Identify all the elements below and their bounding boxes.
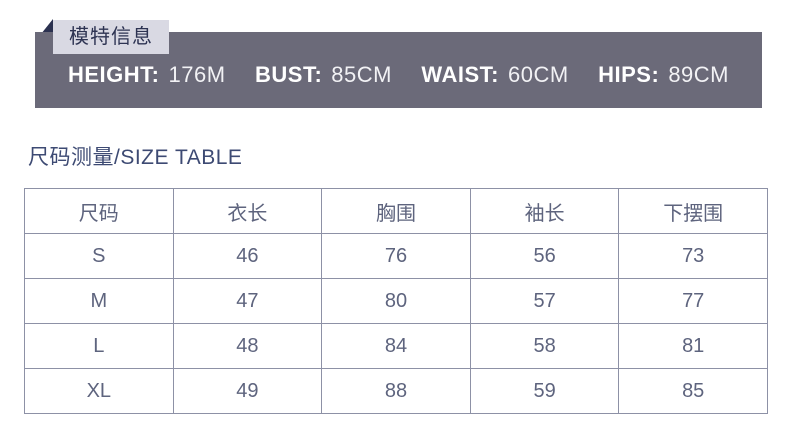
size-table-title: 尺码测量/SIZE TABLE (28, 146, 243, 169)
table-cell: 88 (321, 368, 471, 414)
stat-waist: WAIST: 60CM (421, 52, 568, 88)
table-cell: 85 (618, 368, 768, 414)
table-cell: 81 (618, 323, 768, 369)
stat-hips-label: HIPS: (598, 62, 660, 87)
table-cell: 48 (172, 323, 323, 369)
table-cell: 73 (618, 233, 768, 279)
table-cell: 84 (321, 323, 471, 369)
table-cell: S (24, 233, 174, 279)
table-cell: M (24, 278, 174, 324)
table-cell: XL (24, 368, 174, 414)
size-table-row-l: L 48 84 58 81 (24, 323, 768, 369)
stat-bust: BUST: 85CM (255, 52, 392, 88)
stat-waist-label: WAIST: (421, 62, 499, 87)
column-header-size: 尺码 (24, 188, 174, 234)
stat-height-value: 176M (168, 62, 226, 87)
stat-bust-label: BUST: (255, 62, 323, 87)
model-stats-bar: HEIGHT: 176M BUST: 85CM WAIST: 60CM HIPS… (35, 32, 762, 108)
size-table-row-s: S 46 76 56 73 (24, 233, 768, 279)
size-table-header-row: 尺码 衣长 胸围 袖长 下摆围 (24, 188, 768, 234)
stat-waist-value: 60CM (507, 62, 569, 87)
stat-hips-value: 89CM (668, 62, 729, 87)
column-header-length: 衣长 (172, 188, 323, 234)
table-cell: L (24, 323, 174, 369)
table-cell: 56 (469, 233, 620, 279)
size-table: 尺码 衣长 胸围 袖长 下摆围 S 46 76 56 73 M 47 80 57… (24, 188, 768, 414)
table-cell: 77 (618, 278, 768, 324)
table-cell: 80 (321, 278, 471, 324)
table-cell: 76 (321, 233, 471, 279)
table-cell: 49 (172, 368, 323, 414)
ribbon-fold-icon (41, 19, 53, 34)
stat-hips: HIPS: 89CM (598, 52, 729, 88)
column-header-sleeve: 袖长 (469, 188, 620, 234)
stat-height-label: HEIGHT: (68, 62, 160, 87)
table-cell: 46 (172, 233, 323, 279)
column-header-bust: 胸围 (321, 188, 471, 234)
model-info-badge: 模特信息 (53, 20, 169, 54)
stat-bust-value: 85CM (331, 62, 392, 87)
size-table-row-xl: XL 49 88 59 85 (24, 368, 768, 414)
table-cell: 57 (469, 278, 620, 324)
column-header-hem: 下摆围 (618, 188, 768, 234)
table-cell: 58 (469, 323, 620, 369)
stat-height: HEIGHT: 176M (68, 52, 226, 88)
table-cell: 59 (469, 368, 620, 414)
size-table-row-m: M 47 80 57 77 (24, 278, 768, 324)
table-cell: 47 (172, 278, 323, 324)
